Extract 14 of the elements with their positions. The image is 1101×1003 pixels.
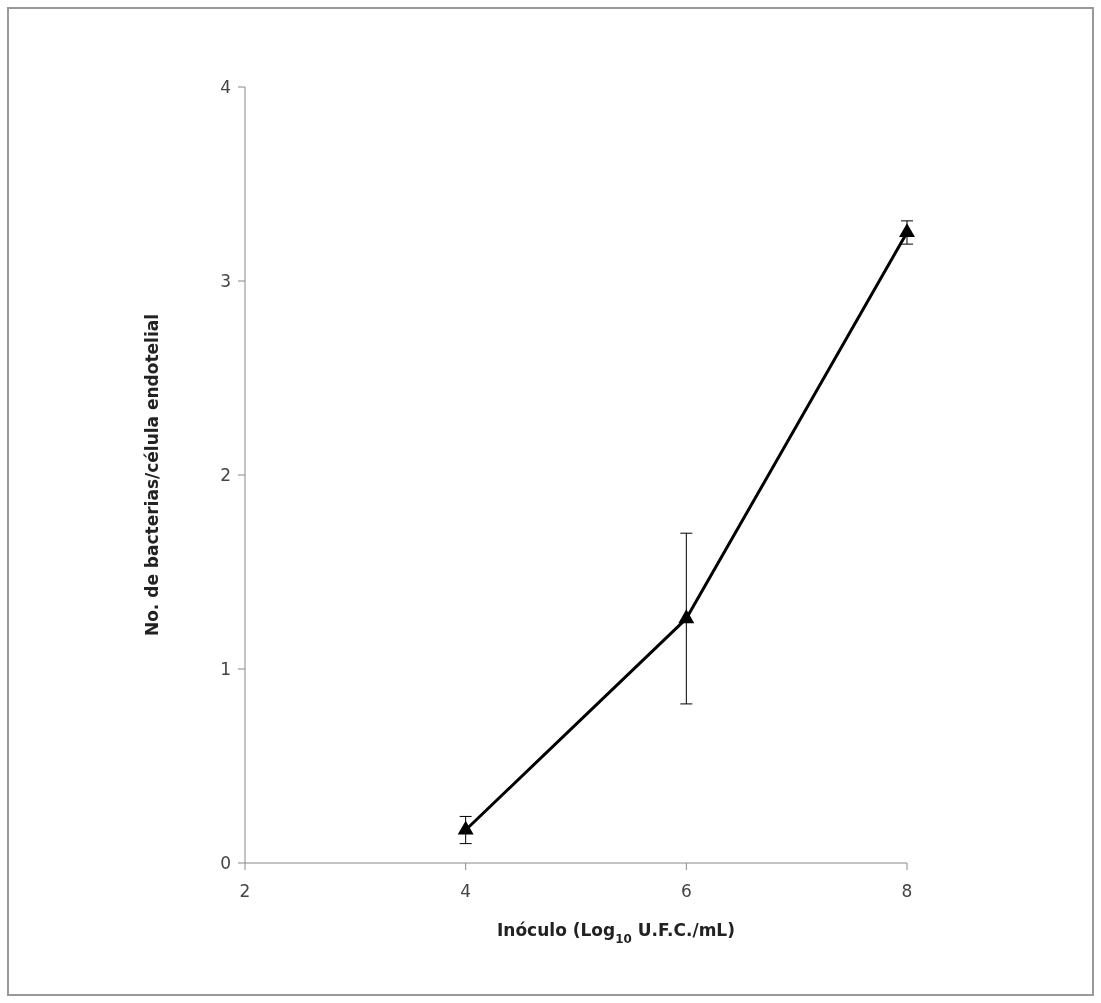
y-tick-label: 4 [220, 76, 231, 97]
point [678, 609, 695, 624]
point [899, 223, 915, 238]
x-tick-label: 2 [239, 881, 251, 901]
x-axis-title: Inóculo (Log$_{10}$ U.F.C./mL) [497, 920, 735, 946]
y-tick-label: 0 [220, 852, 231, 873]
x-tick-label: 8 [901, 881, 913, 901]
y-tick-label: 2 [220, 464, 231, 485]
y-tick-label: 1 [220, 658, 231, 679]
x-tick-label: 4 [460, 881, 472, 901]
x-tick-label: 6 [680, 881, 692, 901]
point [457, 820, 474, 835]
y-tick-label: 3 [220, 270, 231, 291]
y-axis-title: No. de bacterias/célula endotelial [142, 313, 162, 637]
